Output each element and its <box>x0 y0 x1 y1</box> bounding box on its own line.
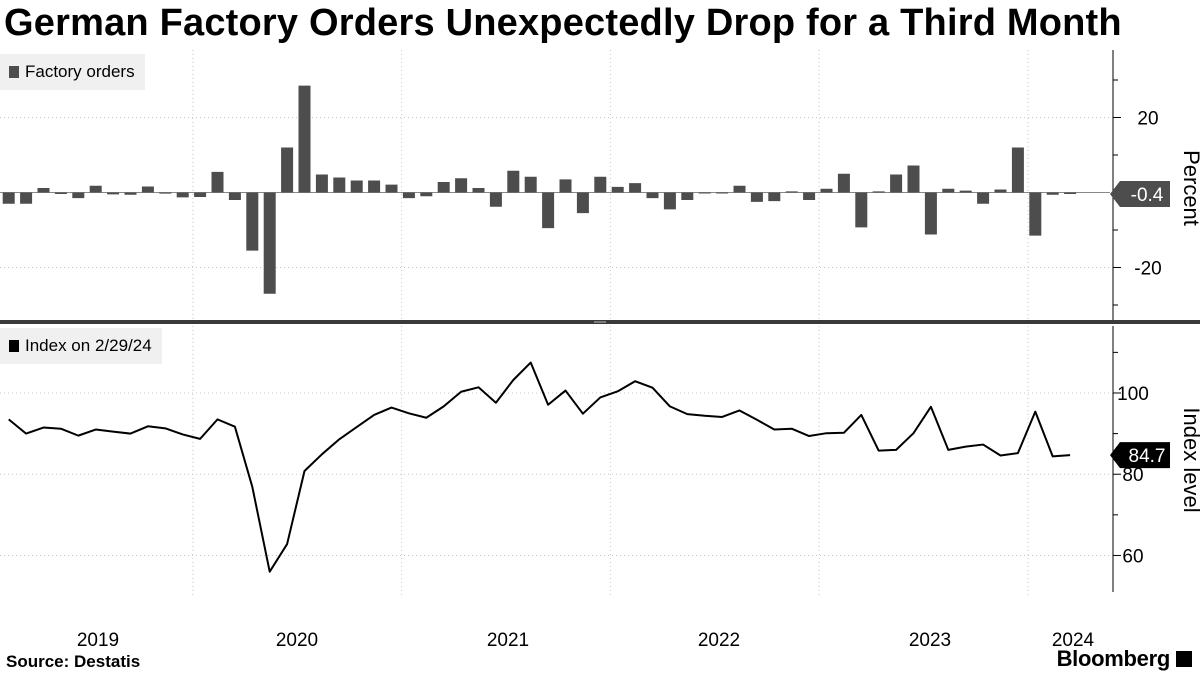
bar <box>924 192 937 235</box>
bar <box>959 190 972 193</box>
bar <box>211 171 224 193</box>
bar <box>1029 192 1042 236</box>
bar <box>837 173 850 193</box>
legend-label-index: Index on 2/29/24 <box>25 336 152 355</box>
bar <box>107 192 120 195</box>
tick-labels: 20 -20 100 80 60 Percent Index level 2019 2020 20… <box>77 109 1200 652</box>
bar <box>663 192 676 210</box>
badge-value: 84.7 <box>1129 446 1166 467</box>
bar <box>542 192 555 229</box>
y-tick-label-top: -20 <box>1134 259 1161 280</box>
bar <box>72 192 85 199</box>
bar <box>281 147 294 193</box>
bar <box>594 176 607 193</box>
bar <box>489 192 502 207</box>
bar <box>333 177 346 193</box>
bar <box>141 186 154 193</box>
bar <box>159 192 172 194</box>
bar <box>524 176 537 193</box>
x-tick-label: 2024 <box>1052 630 1095 651</box>
x-tick-label: 2019 <box>77 630 119 651</box>
badge-shape <box>1110 442 1170 469</box>
bar <box>646 192 659 199</box>
source-note: Source: Destatis <box>6 652 141 671</box>
bar <box>263 192 276 294</box>
legend-label-factory-orders: Factory orders <box>25 62 135 81</box>
bar <box>89 185 102 193</box>
bar <box>507 170 520 193</box>
axes <box>0 50 1200 592</box>
bar <box>785 191 798 193</box>
bar <box>768 192 781 202</box>
bar <box>1046 192 1059 195</box>
bar <box>716 192 729 194</box>
bar <box>1011 147 1024 193</box>
bar <box>907 165 920 193</box>
x-tick-label: 2022 <box>698 630 740 651</box>
bar <box>629 183 642 193</box>
bar <box>942 188 955 193</box>
bar <box>20 192 33 204</box>
y-tick-label-bottom: 60 <box>1122 546 1143 567</box>
bar-series <box>2 85 1077 294</box>
bar <box>368 180 381 193</box>
x-tick-label: 2020 <box>276 630 318 651</box>
legend-swatch-bar <box>9 66 19 78</box>
bar <box>611 186 624 193</box>
bar <box>315 174 328 193</box>
bar <box>872 191 885 193</box>
line-series <box>8 361 1071 573</box>
x-tick-label: 2023 <box>909 630 951 651</box>
bar <box>350 180 363 193</box>
last-value-badge-top: -0.4 <box>1110 181 1170 207</box>
badge-shape <box>1110 181 1170 207</box>
bar <box>820 188 833 193</box>
bar <box>750 192 763 202</box>
bar <box>1064 192 1077 194</box>
bar <box>54 192 67 194</box>
y-tick-label-top: 20 <box>1137 109 1158 130</box>
bar <box>855 192 868 228</box>
bar <box>559 179 572 193</box>
y-tick-label-bottom: 100 <box>1117 384 1149 405</box>
brand-logo-text: Bloomberg <box>1056 646 1171 671</box>
badge-value: -0.4 <box>1131 185 1164 206</box>
bar <box>803 192 816 200</box>
bar <box>437 182 450 193</box>
last-value-badges: -0.4 84.7 <box>1110 181 1170 469</box>
bar <box>681 192 694 200</box>
bar <box>402 192 415 199</box>
y-tick-label-bottom: 80 <box>1122 465 1143 486</box>
bar <box>194 192 207 197</box>
bar <box>2 192 15 204</box>
bar <box>420 192 433 197</box>
bar <box>977 192 990 204</box>
last-value-badge-bottom: 84.7 <box>1110 442 1170 469</box>
bar <box>246 192 259 251</box>
y-axis-title-bottom: Index level <box>1179 407 1200 512</box>
bloomberg-mark-icon <box>1176 651 1192 667</box>
bar <box>576 192 589 214</box>
bar <box>994 189 1007 193</box>
bar <box>698 192 711 194</box>
legend-swatch-line <box>9 340 19 352</box>
bar <box>228 192 241 200</box>
bar <box>890 174 903 193</box>
bar <box>385 184 398 193</box>
bar <box>455 178 468 193</box>
bar <box>472 188 485 193</box>
bar <box>733 185 746 193</box>
bar <box>37 188 50 193</box>
index-line <box>8 361 1071 573</box>
bar <box>176 192 189 198</box>
legend-index: Index on 2/29/24 <box>0 328 162 364</box>
legend-factory-orders: Factory orders <box>0 54 145 90</box>
bar <box>124 192 137 195</box>
bar <box>298 85 311 193</box>
y-axis-title-top: Percent <box>1179 150 1200 226</box>
x-tick-label: 2021 <box>487 630 529 651</box>
chart-title: German Factory Orders Unexpectedly Drop … <box>4 2 1122 44</box>
